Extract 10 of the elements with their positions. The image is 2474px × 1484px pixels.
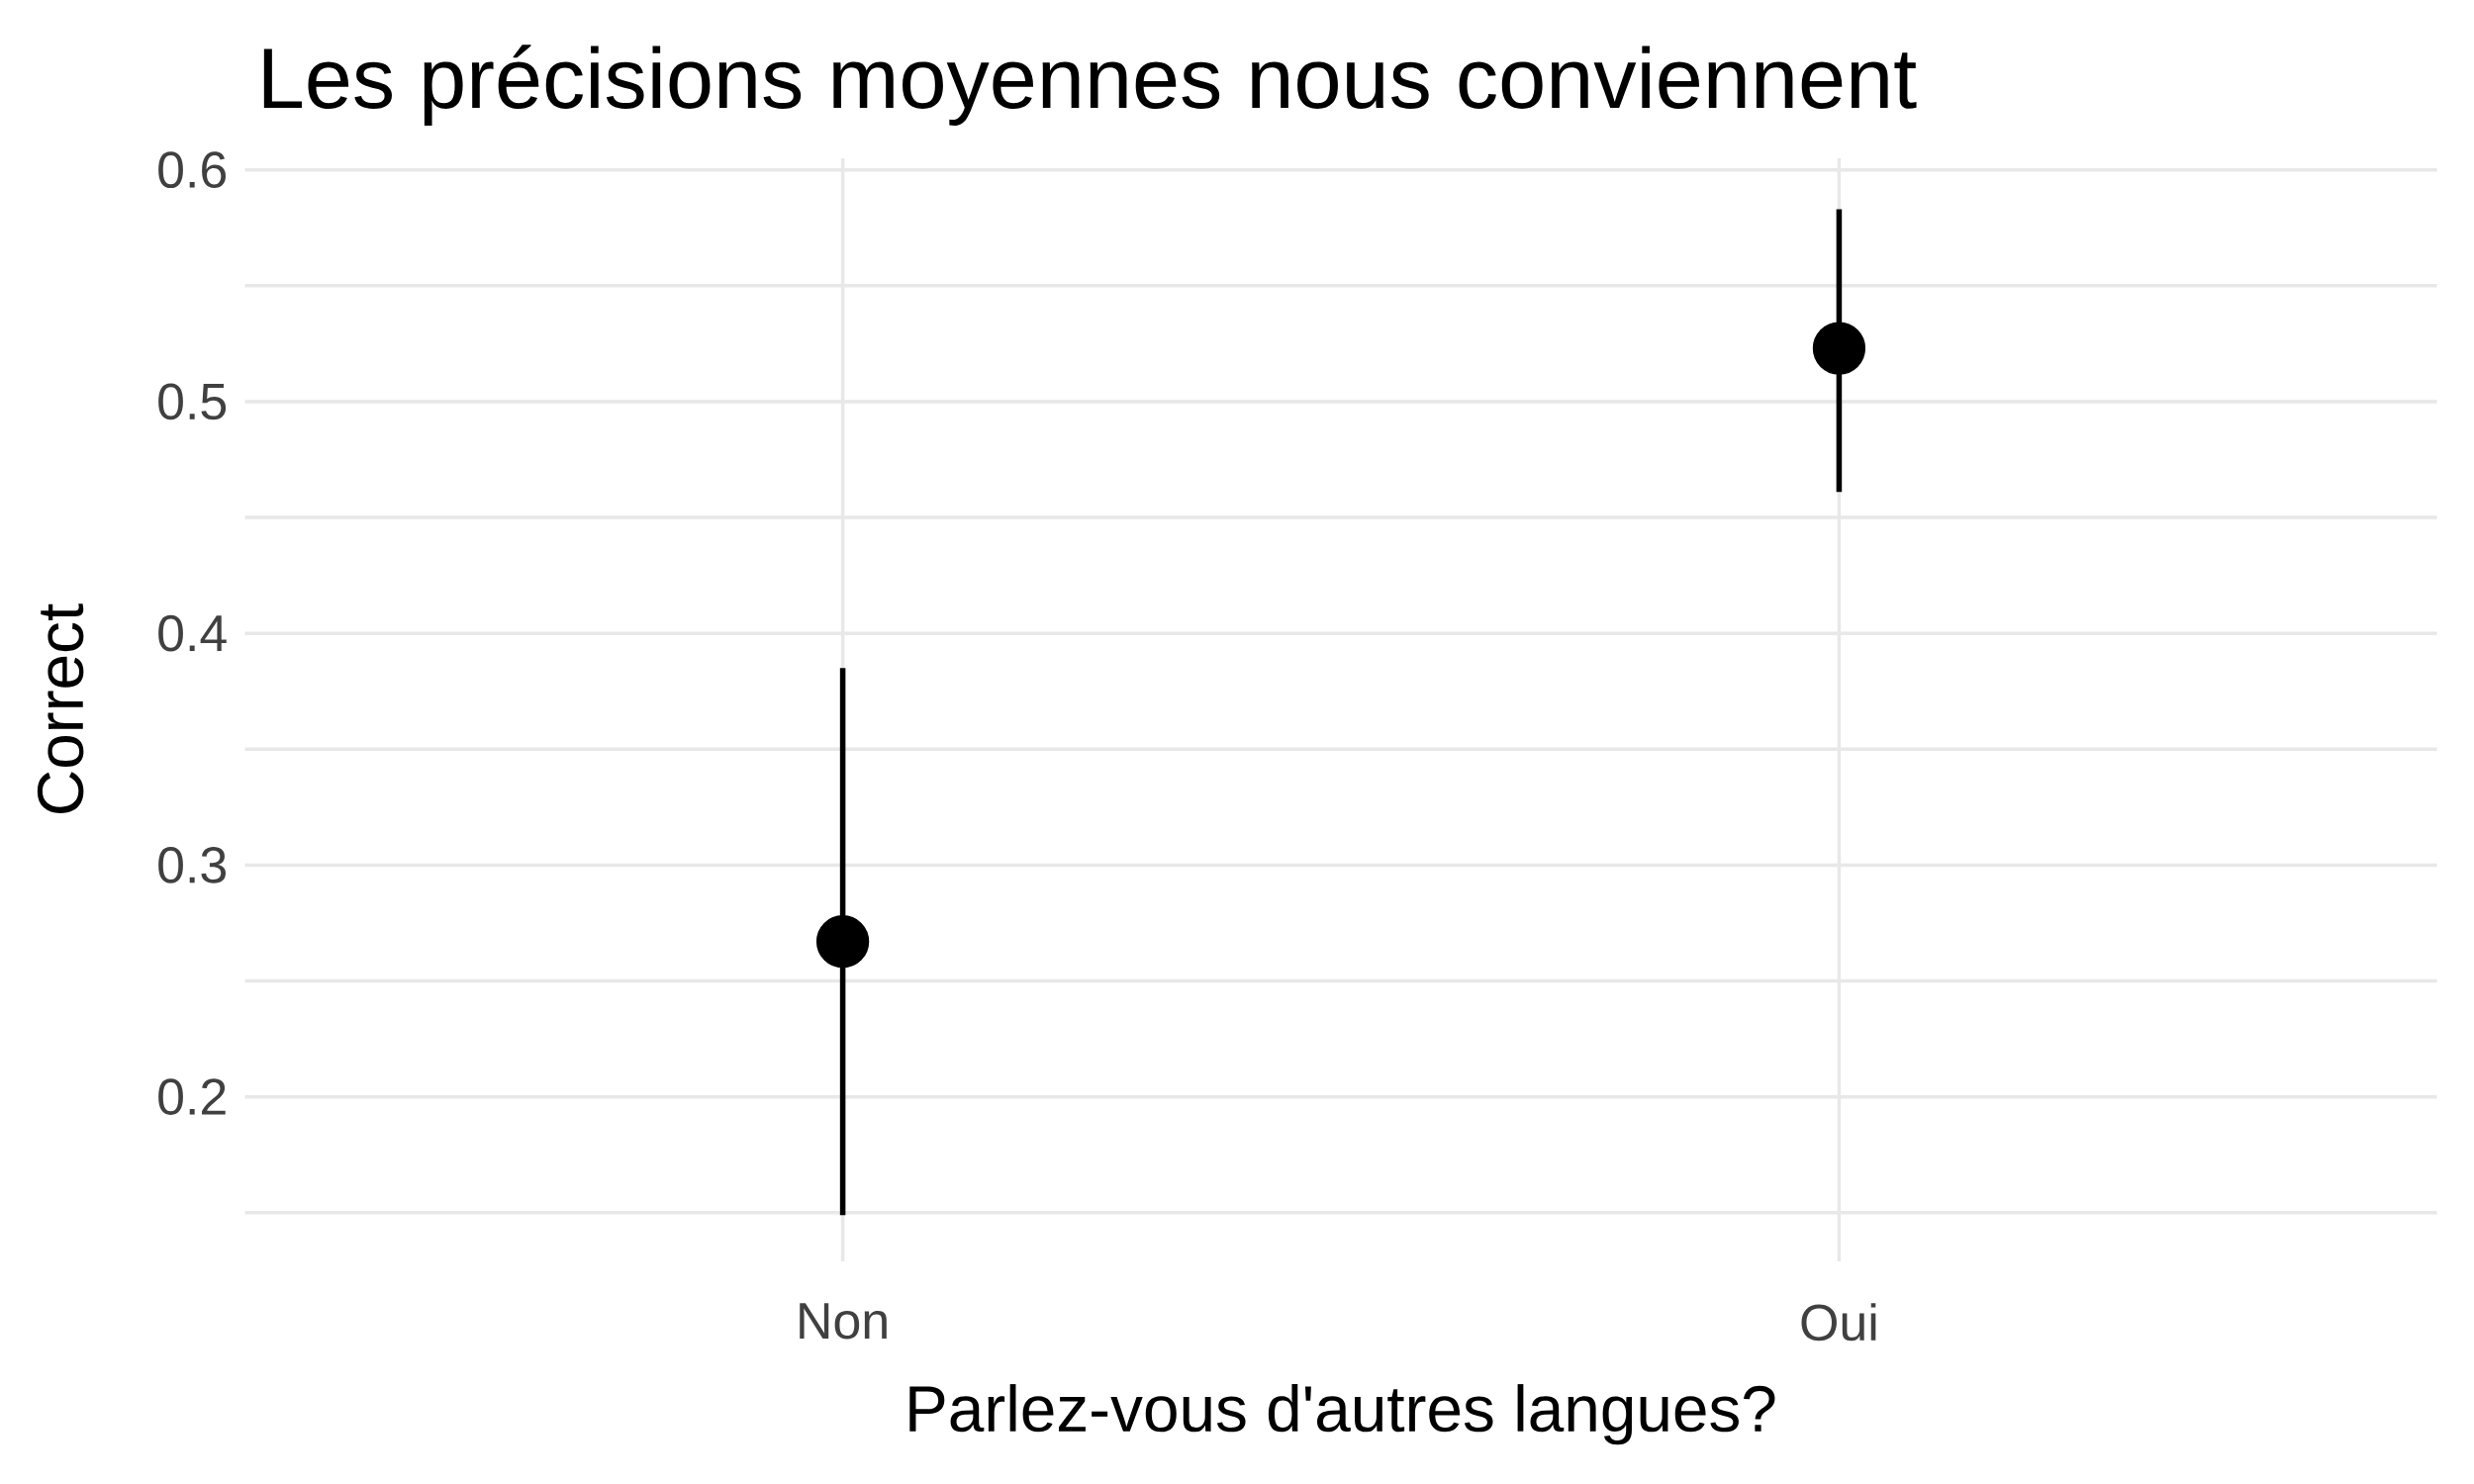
chart-title: Les précisions moyennes nous conviennent <box>263 45 1917 127</box>
x-tick-label: Non <box>800 1303 887 1340</box>
y-tick-label: 0.5 <box>158 383 227 420</box>
x-axis-title: Parlez-vous d'autres langues? <box>909 1384 1775 1445</box>
x-tick-label: Oui <box>1801 1303 1876 1342</box>
y-axis-title: Correct <box>37 603 84 813</box>
y-tick-label: 0.3 <box>158 847 227 883</box>
y-tick-label: 0.6 <box>158 151 227 189</box>
y-tick-label: 0.2 <box>158 1078 226 1116</box>
y-tick-label: 0.4 <box>158 614 227 652</box>
